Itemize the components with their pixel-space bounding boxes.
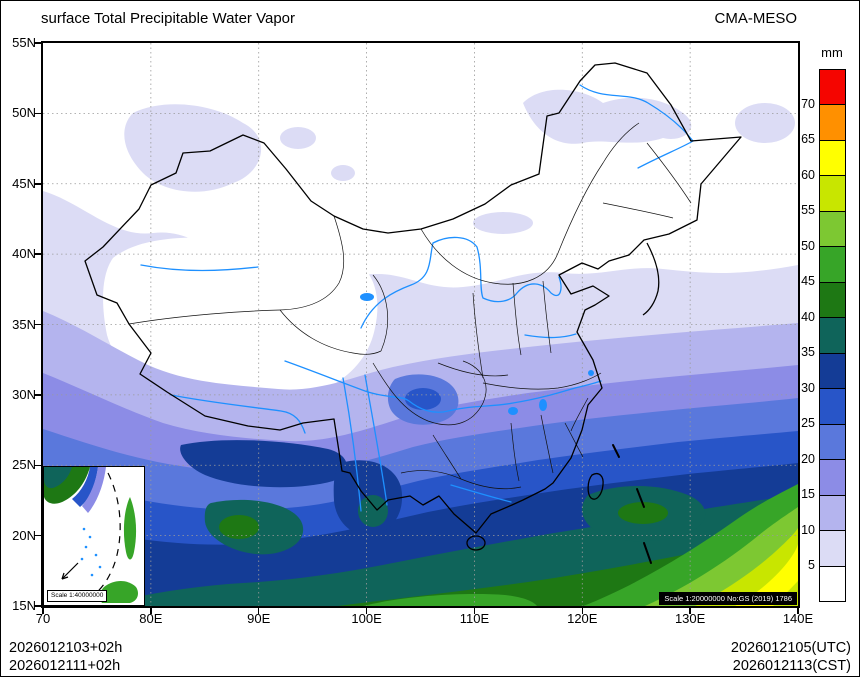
colorbar-segment <box>820 210 845 247</box>
colorbar-label: 25 <box>801 416 815 431</box>
lon-tick-label: 140E <box>782 611 814 626</box>
page-title: surface Total Precipitable Water Vapor <box>41 10 296 27</box>
colorbar-segment <box>820 104 845 140</box>
taiwan-outline <box>587 472 604 500</box>
lon-tick-label: 90E <box>247 611 271 626</box>
map-plot: Scale 1:40000000 Scale 1:20000000 No:GS … <box>41 41 800 608</box>
lat-tick-label: 40N <box>12 246 36 262</box>
lat-tick <box>34 394 41 396</box>
hainan-outline <box>466 535 486 551</box>
colorbar-segment <box>820 70 845 105</box>
colorbar-segment <box>820 423 845 460</box>
inset-islands <box>80 527 102 577</box>
inset-arrow <box>61 562 79 580</box>
inset-scale-label: Scale 1:40000000 <box>47 590 108 602</box>
colorbar-segment <box>820 388 845 424</box>
precip-fill-bands <box>43 43 798 606</box>
province-borders <box>128 122 692 490</box>
lon-tick-label: 80E <box>139 611 163 626</box>
colorbar-label: 15 <box>801 487 815 502</box>
init-time-utc: 2026012103+02h <box>9 640 123 656</box>
lon-tick <box>473 608 476 614</box>
inset-map-graphic <box>44 467 143 604</box>
lat-tick-label: 50N <box>12 105 36 121</box>
colorbar-label: 60 <box>801 167 815 182</box>
colorbar-label: 55 <box>801 203 815 218</box>
lon-tick-label: 110E <box>459 611 490 626</box>
lat-tick-label: 35N <box>12 316 36 332</box>
lakes <box>360 293 594 415</box>
colorbar-label: 45 <box>801 274 815 289</box>
lat-tick-label: 15N <box>12 598 36 613</box>
colorbar-label: 70 <box>801 96 815 111</box>
colorbar-segment <box>820 317 845 353</box>
lat-tick <box>34 464 41 466</box>
lat-tick <box>34 183 41 185</box>
lon-tick <box>42 608 44 614</box>
inset-dash-line <box>89 472 121 599</box>
country-borders <box>84 62 742 551</box>
colorbar-segment <box>820 352 845 389</box>
lat-tick <box>34 112 41 115</box>
valid-time-block: 2026012105(UTC) 2026012113(CST) <box>731 639 851 675</box>
valid-time-cst: 2026012113(CST) <box>732 658 851 674</box>
lon-tick <box>257 608 260 614</box>
map-scale-label: Scale 1:20000000 No:GS (2019) 1786 <box>659 592 797 605</box>
lon-tick <box>689 608 691 614</box>
lat-tick <box>34 323 41 326</box>
rivers <box>140 84 694 512</box>
lon-tick-label: 70 <box>35 611 51 626</box>
lon-tick-label: 120E <box>567 611 598 626</box>
init-time-block: 2026012103+02h 2026012111+02h <box>9 639 122 675</box>
lat-tick-label: 25N <box>12 457 36 473</box>
colorbar-segment <box>820 459 845 495</box>
korea-coast <box>642 242 660 316</box>
precip-map <box>43 43 798 606</box>
lon-tick <box>581 608 584 614</box>
colorbar-segment <box>820 530 845 566</box>
colorbar-unit-label: mm <box>821 45 843 60</box>
colorbar-segment <box>820 565 845 602</box>
lon-tick <box>150 608 152 614</box>
lon-tick-label: 130E <box>674 611 706 626</box>
colorbar: 70 65 60 55 50 45 40 35 30 25 20 15 10 5 <box>783 69 846 602</box>
colorbar-label: 40 <box>801 309 815 324</box>
lat-tick <box>34 605 41 607</box>
init-time-cst: 2026012111+02h <box>9 658 121 674</box>
lon-tick <box>365 608 368 614</box>
colorbar-label: 30 <box>801 380 815 395</box>
colorbar-label: 65 <box>801 132 815 147</box>
lat-tick <box>34 534 41 537</box>
lat-tick-label: 45N <box>12 175 36 191</box>
colorbar-label: 20 <box>801 451 815 466</box>
lon-tick <box>797 608 799 614</box>
lat-tick <box>34 42 41 44</box>
lat-tick-label: 20N <box>12 527 36 543</box>
lon-tick-label: 100E <box>351 611 382 626</box>
colorbar-label: 35 <box>801 345 815 360</box>
colorbar-label: 50 <box>801 238 815 253</box>
nine-dash-line <box>612 444 652 564</box>
colorbar-bar <box>819 69 846 602</box>
colorbar-segment <box>820 139 845 176</box>
lat-tick <box>34 253 41 255</box>
model-name: CMA-MESO <box>714 10 798 27</box>
valid-time-utc: 2026012105(UTC) <box>730 640 851 656</box>
colorbar-segment <box>820 246 845 282</box>
lat-tick-label: 55N <box>12 35 36 50</box>
colorbar-label: 10 <box>801 522 815 537</box>
grid-lines <box>43 43 798 606</box>
colorbar-segment <box>820 494 845 531</box>
colorbar-segment <box>820 281 845 318</box>
colorbar-label: 5 <box>808 558 815 573</box>
lat-tick-label: 30N <box>12 386 36 402</box>
colorbar-segment <box>820 175 845 211</box>
inset-map: Scale 1:40000000 <box>43 466 145 606</box>
